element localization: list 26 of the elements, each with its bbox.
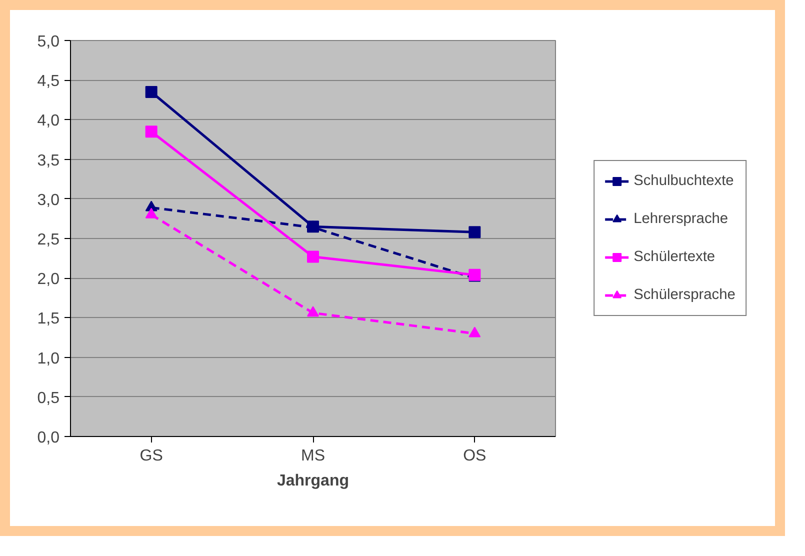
y-tick-label: 3,5: [37, 152, 60, 170]
x-axis-title: Jahrgang: [276, 472, 350, 490]
y-tick-label: 5,0: [37, 34, 60, 50]
y-tick-label: 2,5: [37, 232, 60, 248]
legend-label: Schülersprache: [634, 287, 736, 303]
x-tick-label: MS: [301, 448, 325, 464]
x-tick-label: GS: [140, 448, 163, 464]
point: [468, 268, 481, 281]
y-tick-label: 0,0: [37, 430, 60, 446]
point: [145, 86, 158, 98]
y-tick-label: 0,5: [37, 390, 60, 407]
y-tick-label: 1,5: [37, 310, 60, 328]
y-tick-label: 4,0: [37, 112, 60, 130]
point: [468, 226, 481, 238]
legend-label: Schülertexte: [634, 249, 716, 265]
point: [468, 326, 481, 338]
x-tick-label: OS: [463, 448, 486, 464]
point: [307, 250, 319, 263]
legend-label: Lehrersprache: [634, 211, 728, 227]
point: [145, 126, 158, 138]
point: [307, 306, 319, 317]
y-tick-label: 2,0: [37, 271, 60, 288]
y-tick-label: 3,0: [37, 192, 60, 209]
y-tick-label: 1,0: [37, 350, 60, 368]
legend-label: Schulbuchtexte: [634, 173, 734, 189]
y-tick-label: 4,5: [37, 73, 60, 90]
